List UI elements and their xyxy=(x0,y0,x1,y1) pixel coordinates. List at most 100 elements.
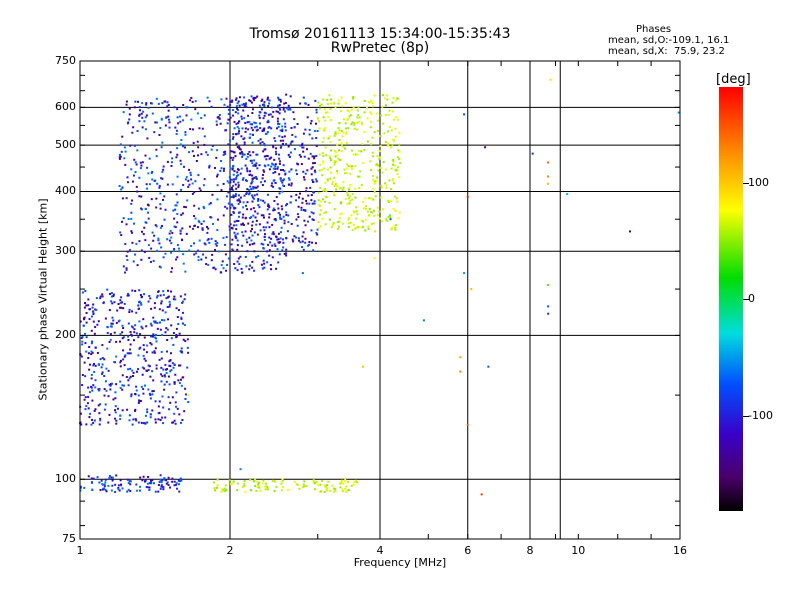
trace-point xyxy=(354,164,357,167)
trace-point xyxy=(331,223,334,226)
trace-point xyxy=(98,423,101,426)
trace-point xyxy=(220,160,223,163)
trace-point xyxy=(180,163,183,166)
trace-point xyxy=(157,405,160,408)
trace-point xyxy=(279,100,282,103)
trace-point xyxy=(232,133,235,136)
trace-point xyxy=(267,164,270,167)
trace-point xyxy=(280,217,283,220)
trace-point xyxy=(81,343,84,346)
trace-point xyxy=(187,401,190,404)
trace-point xyxy=(79,485,82,488)
trace-point xyxy=(134,253,137,256)
trace-point xyxy=(364,207,367,210)
trace-point xyxy=(276,167,279,170)
trace-point xyxy=(155,225,158,228)
trace-point xyxy=(285,252,288,255)
trace-point xyxy=(160,485,163,488)
trace-point xyxy=(162,168,165,171)
trace-point xyxy=(175,405,178,408)
trace-point xyxy=(154,224,157,227)
trace-point xyxy=(266,154,269,157)
trace-point xyxy=(162,406,165,409)
trace-point xyxy=(271,256,274,259)
trace-point xyxy=(199,189,202,192)
trace-point xyxy=(240,223,243,226)
trace-point xyxy=(237,100,240,103)
trace-point xyxy=(206,96,209,99)
trace-point xyxy=(144,207,147,210)
trace-point xyxy=(129,144,132,147)
trace-point xyxy=(262,479,265,482)
trace-point xyxy=(302,146,305,149)
trace-point xyxy=(330,98,333,101)
trace-point xyxy=(372,155,375,158)
trace-point xyxy=(339,201,342,204)
trace-point xyxy=(239,196,242,199)
trace-point xyxy=(248,236,251,239)
trace-point xyxy=(233,263,236,266)
trace-point xyxy=(229,156,232,159)
trace-point xyxy=(342,181,345,184)
trace-point xyxy=(302,176,305,179)
trace-point xyxy=(154,400,157,403)
trace-point xyxy=(159,418,162,421)
trace-point xyxy=(116,309,119,312)
trace-point xyxy=(99,417,102,420)
trace-point xyxy=(137,399,140,402)
trace-point xyxy=(236,489,239,492)
trace-point xyxy=(313,202,316,205)
trace-point xyxy=(183,298,186,301)
trace-point xyxy=(163,374,166,377)
phases-x-line: mean, sd,X: 75.9, 23.2 xyxy=(608,46,725,57)
trace-point xyxy=(203,178,206,181)
trace-point xyxy=(278,104,281,107)
trace-point xyxy=(143,293,146,296)
trace-point xyxy=(323,484,326,487)
trace-point xyxy=(337,221,340,224)
trace-point xyxy=(368,214,371,217)
trace-point xyxy=(128,249,131,252)
trace-point xyxy=(258,104,261,107)
trace-point xyxy=(135,242,138,245)
trace-point xyxy=(261,130,264,133)
trace-point xyxy=(336,154,339,157)
trace-point xyxy=(334,131,337,134)
trace-point xyxy=(228,479,231,482)
trace-point xyxy=(318,120,321,123)
trace-point xyxy=(229,100,232,103)
trace-point xyxy=(282,164,285,167)
trace-point xyxy=(241,244,244,247)
trace-point xyxy=(206,153,209,156)
trace-point xyxy=(302,150,305,153)
axis-ticks xyxy=(79,60,681,540)
trace-point xyxy=(194,180,197,183)
trace-point xyxy=(90,342,93,345)
trace-point xyxy=(277,110,280,113)
scatter-point xyxy=(459,356,462,359)
trace-point xyxy=(176,175,179,178)
trace-point xyxy=(308,243,311,246)
trace-point xyxy=(322,128,325,131)
trace-point xyxy=(255,129,258,132)
trace-point xyxy=(318,105,321,108)
trace-point xyxy=(251,200,254,203)
trace-point xyxy=(241,153,244,156)
trace-point xyxy=(216,184,219,187)
trace-point xyxy=(263,103,266,106)
trace-point xyxy=(84,342,87,345)
trace-point xyxy=(214,243,217,246)
trace-point xyxy=(250,182,253,185)
trace-point xyxy=(127,368,130,371)
trace-point xyxy=(237,122,240,125)
trace-point xyxy=(294,135,297,138)
trace-point xyxy=(328,155,331,158)
scatter-point xyxy=(362,365,365,368)
trace-point xyxy=(161,375,164,378)
trace-point xyxy=(305,484,308,487)
trace-point xyxy=(351,198,354,201)
trace-point xyxy=(235,175,238,178)
trace-point xyxy=(317,191,320,194)
trace-point xyxy=(162,256,165,259)
trace-point xyxy=(91,306,94,309)
